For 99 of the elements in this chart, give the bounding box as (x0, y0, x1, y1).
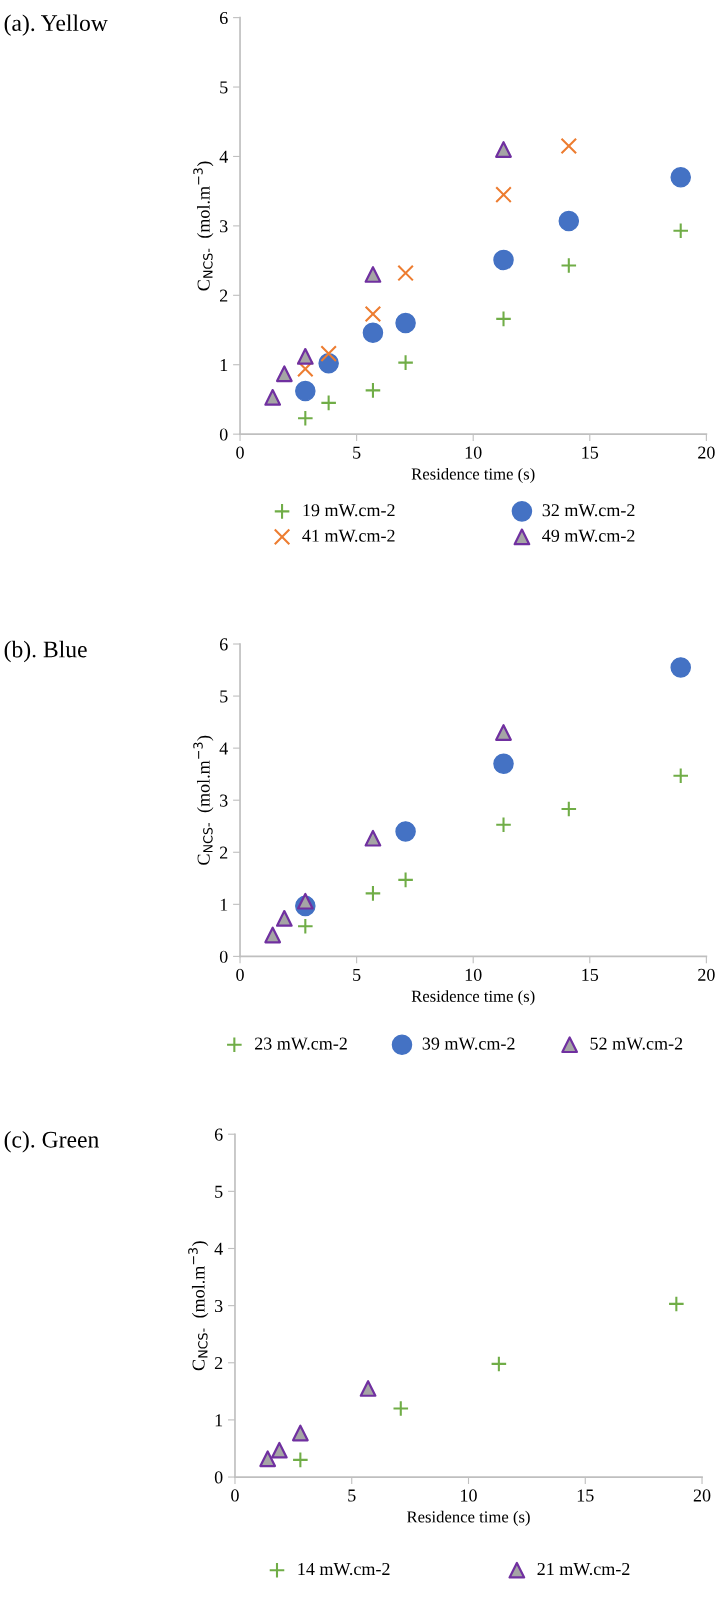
legend-label: 14 mW.cm-2 (298, 1562, 390, 1576)
point (292, 1451, 309, 1469)
y-tick-label: 5 (215, 1185, 223, 1198)
x-tick-label: 15 (577, 1489, 594, 1502)
y-tick-label: 3 (215, 1299, 223, 1313)
point (672, 222, 690, 240)
point (495, 186, 512, 203)
x-tick-label: 15 (582, 446, 599, 459)
point (364, 829, 382, 847)
x-axis-title: Residence time (s) (411, 990, 535, 1006)
point (495, 310, 512, 328)
point (493, 249, 514, 271)
point (392, 1400, 410, 1417)
x-tick-label: 0 (236, 446, 244, 459)
point (495, 816, 512, 833)
y-tick-label: 1 (220, 359, 228, 371)
y-tick-label: 5 (220, 81, 228, 94)
point (364, 305, 382, 323)
y-tick-label: 6 (219, 11, 228, 25)
point (320, 394, 337, 412)
point (395, 312, 416, 334)
point (296, 348, 314, 365)
point (297, 409, 314, 427)
legend-label: 21 mW.cm-2 (537, 1562, 630, 1576)
y-tick-label: 1 (220, 898, 228, 911)
x-tick-label: 10 (465, 446, 482, 459)
point (558, 210, 580, 232)
y-axis-title: C$_{NCS-}$ (mol.m$^{−3}$) (193, 161, 214, 291)
point (495, 141, 512, 158)
point (670, 657, 691, 678)
legend-label: 52 mW.cm-2 (590, 1037, 683, 1050)
x-tick-label: 5 (353, 446, 361, 459)
y-tick-label: 4 (219, 742, 228, 755)
y-tick-label: 3 (220, 220, 228, 233)
point (275, 909, 293, 927)
point (397, 354, 414, 371)
x-tick-label: 0 (236, 968, 244, 981)
point (259, 1450, 277, 1468)
y-axis-title: C$_{NCS-}$ (mol.m$^{−3}$) (188, 1241, 209, 1371)
x-tick-label: 20 (698, 968, 715, 981)
point (364, 266, 382, 283)
point (364, 382, 382, 399)
y-axis-title: C$_{NCS-}$ (mol.m$^{−3}$) (193, 735, 214, 865)
point (297, 917, 314, 935)
y-tick-label: 3 (220, 794, 228, 807)
y-tick-label: 0 (219, 950, 228, 963)
point (560, 137, 578, 155)
point (495, 724, 512, 741)
point (490, 1355, 508, 1373)
y-tick-label: 2 (220, 846, 228, 859)
legend-label: 32 mW.cm-2 (542, 504, 635, 517)
point (320, 345, 337, 362)
x-tick-label: 5 (348, 1489, 356, 1502)
x-tick-label: 0 (231, 1489, 239, 1502)
x-axis-title: Residence time (s) (406, 1510, 530, 1526)
point (270, 1441, 288, 1459)
legend-label: 39 mW.cm-2 (422, 1037, 515, 1050)
y-tick-label: 5 (220, 690, 228, 703)
legend-label: 49 mW.cm-2 (542, 529, 635, 542)
point (359, 1380, 377, 1397)
x-tick-label: 20 (698, 446, 715, 459)
point (560, 800, 578, 818)
y-tick-label: 6 (214, 1128, 223, 1141)
chart-title: (c). Green (4, 1131, 99, 1153)
y-tick-label: 0 (214, 1471, 223, 1484)
y-tick-label: 0 (219, 428, 228, 441)
point (295, 380, 316, 402)
y-tick-label: 2 (220, 289, 228, 302)
legend-label: 19 mW.cm-2 (303, 504, 395, 517)
point (362, 322, 384, 344)
y-tick-label: 2 (214, 1357, 223, 1370)
point (560, 257, 578, 274)
text: (b). Blue (4, 640, 87, 663)
point (397, 871, 414, 889)
x-tick-label: 5 (353, 968, 361, 981)
point (275, 365, 293, 383)
x-tick-label: 20 (693, 1489, 711, 1502)
y-tick-label: 4 (214, 1242, 223, 1255)
point (364, 885, 382, 902)
y-tick-label: 1 (215, 1414, 223, 1427)
point (670, 167, 691, 188)
point (296, 892, 314, 910)
x-axis-title: Residence time (s) (411, 467, 535, 483)
x-tick-label: 10 (461, 1489, 477, 1502)
point (672, 767, 690, 785)
x-tick-label: 10 (465, 968, 482, 981)
point (397, 264, 414, 282)
point (291, 1424, 309, 1442)
legend-label: 41 mW.cm-2 (302, 529, 395, 542)
point (493, 753, 514, 775)
point (264, 926, 282, 944)
y-tick-label: 6 (219, 638, 228, 651)
point (668, 1295, 685, 1313)
x-tick-label: 15 (582, 968, 599, 981)
point (395, 821, 416, 842)
legend-label: 23 mW.cm-2 (255, 1037, 347, 1050)
point (264, 388, 282, 406)
chart-title: (a). Yellow (4, 14, 108, 36)
y-tick-label: 4 (219, 150, 228, 163)
